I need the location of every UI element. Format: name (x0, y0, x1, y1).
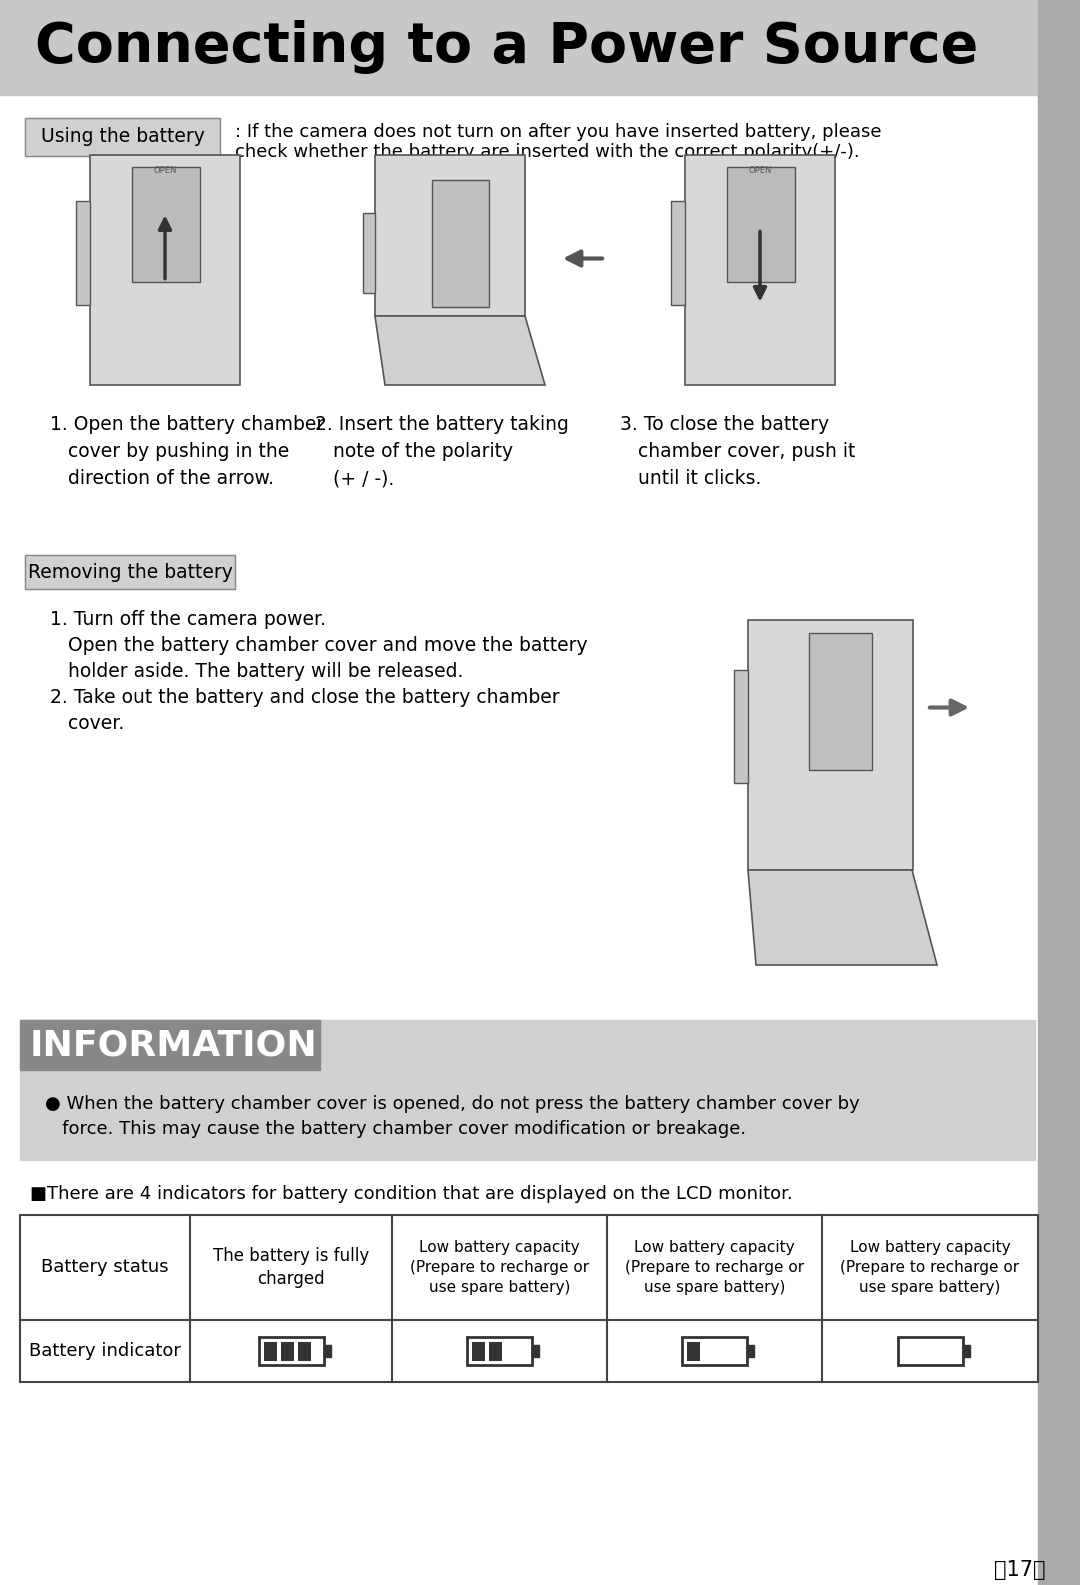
Text: 1. Turn off the camera power.: 1. Turn off the camera power. (50, 610, 326, 629)
Text: Low battery capacity
(Prepare to recharge or
use spare battery): Low battery capacity (Prepare to recharg… (625, 1239, 805, 1295)
Bar (90, 155, 240, 385)
Bar (532, 1344, 539, 1357)
Bar (734, 670, 748, 783)
Text: cover.: cover. (50, 713, 124, 732)
Bar (1038, 0, 1080, 1585)
Bar (0, 0, 1080, 95)
Text: Open the battery chamber cover and move the battery: Open the battery chamber cover and move … (50, 636, 588, 655)
Text: Low battery capacity
(Prepare to recharge or
use spare battery): Low battery capacity (Prepare to recharg… (840, 1239, 1020, 1295)
Text: Using the battery: Using the battery (41, 127, 204, 146)
Bar (727, 166, 795, 282)
Text: Battery status: Battery status (41, 1258, 168, 1276)
Text: 1. Open the battery chamber
   cover by pushing in the
   direction of the arrow: 1. Open the battery chamber cover by pus… (50, 415, 324, 488)
Bar (687, 1341, 700, 1360)
Bar (25, 117, 220, 155)
Bar (132, 166, 200, 282)
Text: : If the camera does not turn on after you have inserted battery, please: : If the camera does not turn on after y… (235, 124, 881, 141)
Text: Battery indicator: Battery indicator (29, 1342, 181, 1360)
Bar (748, 620, 913, 870)
Bar (685, 155, 835, 385)
Bar (25, 117, 220, 155)
Bar (25, 555, 235, 590)
Text: Low battery capacity
(Prepare to recharge or
use spare battery): Low battery capacity (Prepare to recharg… (410, 1239, 589, 1295)
Bar (25, 555, 235, 590)
Bar (375, 155, 525, 315)
Bar (681, 1338, 747, 1365)
Bar (897, 1338, 962, 1365)
Bar (21, 1021, 320, 1070)
Text: 〈17〉: 〈17〉 (995, 1560, 1045, 1580)
Bar (432, 181, 489, 307)
Text: OPEN: OPEN (748, 166, 772, 174)
Polygon shape (748, 870, 937, 965)
Text: Connecting to a Power Source: Connecting to a Power Source (35, 21, 978, 74)
Bar (324, 1344, 330, 1357)
Text: ■There are 4 indicators for battery condition that are displayed on the LCD moni: ■There are 4 indicators for battery cond… (30, 1186, 793, 1203)
Bar (258, 1338, 324, 1365)
Text: check whether the battery are inserted with the correct polarity(+/-).: check whether the battery are inserted w… (235, 143, 860, 162)
Polygon shape (375, 315, 545, 385)
Text: holder aside. The battery will be released.: holder aside. The battery will be releas… (50, 663, 463, 682)
Text: OPEN: OPEN (153, 166, 177, 174)
Bar (297, 1341, 311, 1360)
Text: 2. Take out the battery and close the battery chamber: 2. Take out the battery and close the ba… (50, 688, 559, 707)
Bar (76, 201, 90, 304)
Text: force. This may cause the battery chamber cover modification or breakage.: force. This may cause the battery chambe… (45, 1121, 746, 1138)
Bar (671, 201, 685, 304)
Text: INFORMATION: INFORMATION (30, 1029, 318, 1062)
Bar (281, 1341, 294, 1360)
Bar (489, 1341, 502, 1360)
Text: ● When the battery chamber cover is opened, do not press the battery chamber cov: ● When the battery chamber cover is open… (45, 1095, 860, 1113)
Bar (21, 1021, 1035, 1160)
Text: 3. To close the battery
   chamber cover, push it
   until it clicks.: 3. To close the battery chamber cover, p… (620, 415, 855, 488)
Bar (467, 1338, 532, 1365)
Bar (962, 1344, 970, 1357)
Text: 2. Insert the battery taking
   note of the polarity
   (+ / -).: 2. Insert the battery taking note of the… (315, 415, 569, 488)
Bar (472, 1341, 485, 1360)
Bar (809, 632, 872, 770)
Bar (747, 1344, 754, 1357)
Bar (363, 212, 375, 293)
Text: The battery is fully
charged: The battery is fully charged (213, 1247, 369, 1289)
Text: Removing the battery: Removing the battery (28, 563, 232, 582)
Bar (264, 1341, 276, 1360)
Bar (21, 1216, 1038, 1382)
